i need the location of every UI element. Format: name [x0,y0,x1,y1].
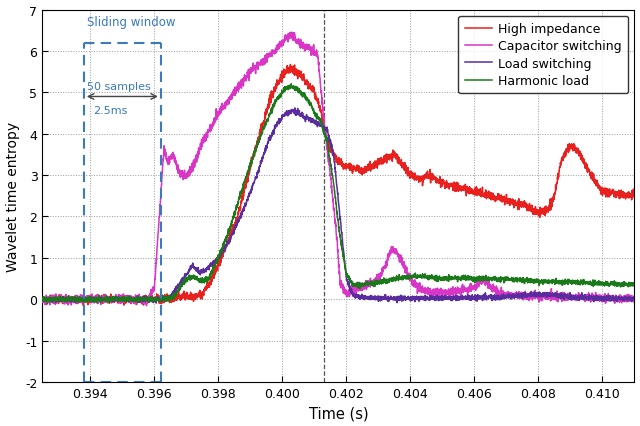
Text: 2.5ms: 2.5ms [93,106,128,115]
Capacitor switching [38,296,46,302]
Capacitor switching [575,291,582,296]
Text: 50 samples: 50 samples [87,82,151,92]
Load switching [38,298,46,303]
Capacitor switching [143,303,150,308]
Line: Capacitor switching: Capacitor switching [42,33,634,306]
Load switching [204,265,212,270]
High impedance [38,297,46,302]
High impedance [166,293,173,298]
Load switching [575,295,582,300]
Capacitor switching [407,275,415,280]
High impedance [575,152,582,157]
Harmonic load [287,82,295,87]
Text: Sliding window: Sliding window [87,16,175,29]
Line: Harmonic load: Harmonic load [42,85,634,304]
High impedance [204,281,212,286]
Legend: High impedance, Capacitor switching, Load switching, Harmonic load: High impedance, Capacitor switching, Loa… [458,17,628,94]
Harmonic load [630,283,638,288]
Line: High impedance: High impedance [42,65,634,306]
Capacitor switching [630,297,638,302]
Load switching [630,295,638,300]
Load switching [152,301,160,306]
Harmonic load [38,297,46,302]
Load switching [397,293,404,298]
Harmonic load [407,275,415,280]
High impedance [79,304,87,309]
Harmonic load [575,279,582,284]
Load switching [291,106,299,111]
Load switching [630,297,638,302]
Capacitor switching [287,30,295,35]
High impedance [630,193,638,198]
High impedance [397,164,404,169]
Harmonic load [397,275,404,280]
Harmonic load [204,278,212,283]
High impedance [407,175,415,180]
High impedance [287,63,294,68]
X-axis label: Time (s): Time (s) [308,406,368,420]
Line: Load switching: Load switching [42,109,634,303]
Load switching [407,298,415,303]
High impedance [630,192,638,197]
Y-axis label: Wavelet time entropy: Wavelet time entropy [6,121,20,271]
Harmonic load [166,294,173,299]
Capacitor switching [397,254,404,259]
Capacitor switching [204,130,212,135]
Load switching [166,295,173,300]
Capacitor switching [630,299,638,304]
Harmonic load [630,281,638,286]
Harmonic load [44,301,51,306]
Capacitor switching [166,160,173,165]
